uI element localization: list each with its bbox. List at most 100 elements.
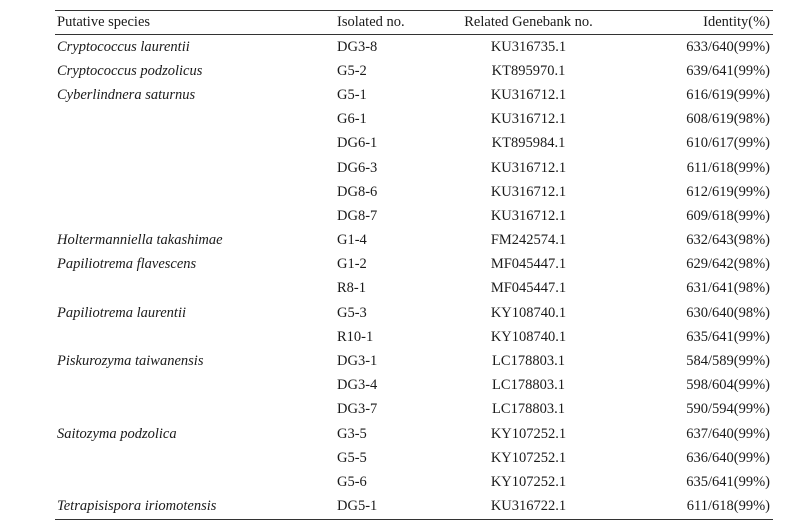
cell-species (55, 374, 335, 398)
table-row: Cryptococcus laurentii DG3-8 KU316735.1 633… (55, 35, 773, 60)
table-row: Papiliotrema laurentii G5-3 KY108740.1 630/… (55, 301, 773, 325)
cell-identity: 611/618(99%) (686, 159, 770, 176)
cell-species: Saitozyma podzolica (57, 425, 177, 442)
cell-genebank: LC178803.1 (492, 401, 565, 418)
cell-isolate: DG3-4 (337, 377, 378, 394)
cell-species (55, 108, 335, 132)
cell-genebank: KU316712.1 (490, 159, 567, 176)
cell-identity: 611/618(99%) (686, 498, 770, 515)
cell-species (55, 204, 335, 228)
cell-genebank: KY108740.1 (490, 328, 567, 345)
cell-isolate: G6-1 (337, 111, 367, 128)
yeast-identification-table-container: Putative species Isolated no. Related Ge… (55, 10, 773, 520)
cell-species (55, 132, 335, 156)
cell-genebank: KU316722.1 (490, 498, 567, 515)
table-row: R10-1 KY108740.1 635/641(99%) (55, 325, 773, 349)
table-row: DG8-7 KU316712.1 609/618(99%) (55, 204, 773, 228)
cell-species: Papiliotrema laurentii (57, 304, 187, 321)
cell-identity: 616/619(99%) (686, 86, 770, 103)
cell-species (55, 446, 335, 470)
cell-identity: 637/640(99%) (686, 425, 770, 442)
table-row: Piskurozyma taiwanensis DG3-1 LC178803.1 58… (55, 349, 773, 373)
table-row: DG6-3 KU316712.1 611/618(99%) (55, 156, 773, 180)
cell-isolate: DG5-1 (337, 498, 378, 515)
cell-genebank: KU316712.1 (490, 86, 567, 103)
cell-genebank: MF045447.1 (490, 280, 567, 297)
cell-species: Cryptococcus podzolicus (57, 62, 203, 79)
cell-genebank: FM242574.1 (490, 232, 567, 249)
cell-isolate: G1-4 (337, 232, 367, 249)
table-row: DG3-4 LC178803.1 598/604(99%) (55, 374, 773, 398)
cell-isolate: DG8-7 (337, 207, 378, 224)
cell-isolate: DG3-1 (337, 353, 378, 370)
cell-isolate: R8-1 (337, 280, 366, 297)
cell-isolate: DG8-6 (337, 183, 378, 200)
cell-identity: 635/641(99%) (686, 328, 770, 345)
table-row: Tetrapisispora iriomotensis DG5-1 KU316722… (55, 495, 773, 520)
table-body: Cryptococcus laurentii DG3-8 KU316735.1 633… (55, 35, 773, 520)
cell-isolate: G5-1 (337, 86, 367, 103)
cell-identity: 598/604(99%) (686, 377, 770, 394)
cell-identity: 610/617(99%) (686, 135, 770, 152)
table-row: DG3-7 LC178803.1 590/594(99%) (55, 398, 773, 422)
cell-identity: 609/618(99%) (686, 207, 770, 224)
cell-species (55, 398, 335, 422)
cell-genebank: KU316712.1 (490, 111, 567, 128)
cell-isolate: G5-5 (337, 449, 367, 466)
cell-species: Papiliotrema flavescens (57, 256, 197, 273)
cell-identity: 584/589(99%) (686, 353, 770, 370)
table-row: Saitozyma podzolica G3-5 KY107252.1 637/640… (55, 422, 773, 446)
table-row: DG6-1 KT895984.1 610/617(99%) (55, 132, 773, 156)
cell-isolate: G1-2 (337, 256, 367, 273)
table-row: Cyberlindnera saturnus G5-1 KU316712.1 616/… (55, 83, 773, 107)
table-row: DG8-6 KU316712.1 612/619(99%) (55, 180, 773, 204)
table-row: G5-5 KY107252.1 636/640(99%) (55, 446, 773, 470)
cell-isolate: DG3-7 (337, 401, 378, 418)
cell-genebank: MF045447.1 (490, 256, 567, 273)
table-header: Putative species Isolated no. Related Ge… (55, 10, 773, 35)
cell-species: Cyberlindnera saturnus (57, 86, 196, 103)
cell-species: Holtermanniella takashimae (57, 232, 223, 249)
cell-identity: 630/640(98%) (686, 304, 770, 321)
cell-isolate: G5-2 (337, 62, 367, 79)
cell-identity: 632/643(98%) (686, 232, 770, 249)
cell-identity: 636/640(99%) (686, 449, 770, 466)
cell-identity: 608/619(98%) (686, 111, 770, 128)
cell-species: Cryptococcus laurentii (57, 38, 190, 55)
cell-genebank: KY107252.1 (490, 473, 567, 490)
cell-genebank: KU316712.1 (490, 207, 567, 224)
table-row: G6-1 KU316712.1 608/619(98%) (55, 108, 773, 132)
cell-identity: 590/594(99%) (686, 401, 770, 418)
cell-identity: 631/641(98%) (686, 280, 770, 297)
cell-species (55, 277, 335, 301)
cell-identity: 629/642(98%) (686, 256, 770, 273)
header-row: Putative species Isolated no. Related Ge… (55, 10, 773, 35)
table-row: Papiliotrema flavescens G1-2 MF045447.1 629… (55, 253, 773, 277)
header-identity: Identity(%) (703, 14, 770, 30)
cell-isolate: DG6-3 (337, 159, 378, 176)
cell-genebank: LC178803.1 (492, 353, 565, 370)
cell-identity: 639/641(99%) (686, 62, 770, 79)
cell-isolate: DG3-8 (337, 38, 378, 55)
table-row: Cryptococcus podzolicus G5-2 KT895970.1 639… (55, 59, 773, 83)
cell-isolate: G5-6 (337, 473, 367, 490)
cell-species: Piskurozyma taiwanensis (57, 353, 204, 370)
cell-genebank: KT895970.1 (491, 62, 566, 79)
cell-genebank: KU316712.1 (490, 183, 567, 200)
cell-genebank: KY107252.1 (490, 449, 567, 466)
cell-isolate: DG6-1 (337, 135, 378, 152)
cell-species (55, 180, 335, 204)
cell-species: Tetrapisispora iriomotensis (57, 498, 217, 515)
cell-isolate: G5-3 (337, 304, 367, 321)
cell-identity: 633/640(99%) (686, 38, 770, 55)
table-row: G5-6 KY107252.1 635/641(99%) (55, 470, 773, 494)
cell-genebank: KY107252.1 (490, 425, 567, 442)
header-genebank-no: Related Genebank no. (464, 14, 593, 30)
header-putative-species: Putative species (57, 14, 151, 30)
header-isolated-no: Isolated no. (337, 14, 405, 30)
cell-species (55, 156, 335, 180)
cell-genebank: LC178803.1 (492, 377, 565, 394)
cell-isolate: R10-1 (337, 328, 374, 345)
cell-genebank: KT895984.1 (491, 135, 566, 152)
yeast-identification-table: Putative species Isolated no. Related Ge… (55, 10, 773, 520)
